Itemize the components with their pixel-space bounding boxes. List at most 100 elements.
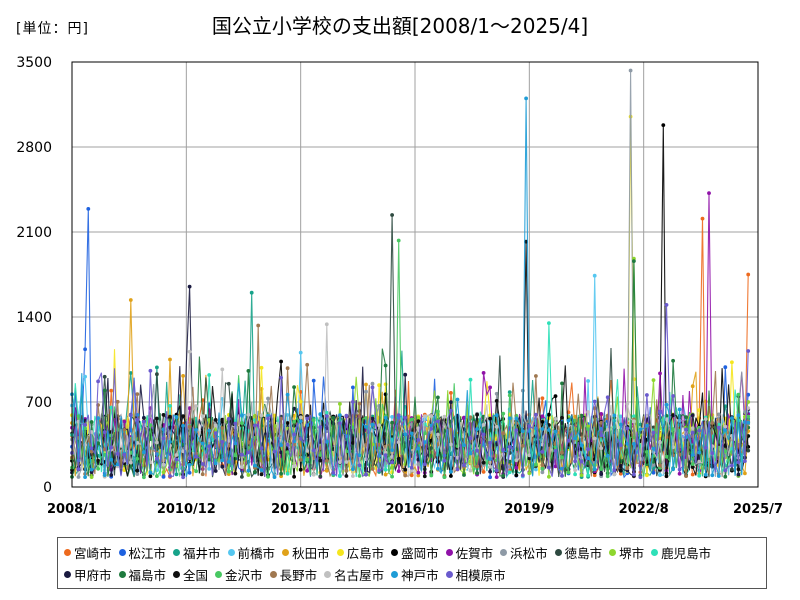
data-point <box>658 409 662 414</box>
data-point <box>305 449 310 453</box>
data-point <box>507 470 512 475</box>
data-point <box>220 458 225 463</box>
legend-item: 神戸市 <box>391 564 439 584</box>
data-point <box>586 427 590 432</box>
data-point <box>697 473 702 478</box>
data-point <box>723 443 728 448</box>
legend-label: 徳島市 <box>564 545 603 561</box>
data-point <box>664 303 669 307</box>
data-point <box>540 414 545 419</box>
data-point <box>520 443 525 448</box>
data-point <box>671 394 675 398</box>
data-point <box>220 417 225 422</box>
data-point <box>632 472 636 477</box>
legend-marker <box>173 548 181 556</box>
data-point <box>187 470 192 475</box>
data-point <box>168 414 172 419</box>
data-point <box>148 474 153 479</box>
data-point <box>83 374 87 379</box>
legend-item: 長野市 <box>269 564 318 584</box>
data-point <box>671 358 675 363</box>
data-point <box>298 458 303 462</box>
data-point <box>279 359 283 364</box>
legend-item: 全国 <box>173 564 208 584</box>
data-point <box>553 464 558 469</box>
data-point <box>573 436 577 441</box>
data-point <box>690 465 695 469</box>
data-point <box>102 388 107 393</box>
data-point <box>324 414 329 418</box>
data-point <box>494 425 499 429</box>
data-point <box>364 424 368 429</box>
data-point <box>383 415 388 420</box>
data-point <box>396 456 401 461</box>
data-point <box>599 472 604 476</box>
data-point <box>736 467 741 472</box>
data-point <box>736 413 741 418</box>
legend-marker <box>118 570 126 578</box>
data-point <box>573 468 577 472</box>
data-point <box>723 424 728 429</box>
data-point <box>390 213 394 217</box>
data-point <box>475 471 479 475</box>
legend-label: 前橋市 <box>237 545 276 561</box>
legend-label: 鹿児島市 <box>661 545 712 561</box>
data-point <box>553 394 558 398</box>
data-point <box>357 474 362 478</box>
data-point <box>618 468 623 473</box>
data-point <box>155 416 159 421</box>
data-point <box>494 468 499 473</box>
data-point <box>377 383 381 388</box>
data-point <box>240 475 244 479</box>
data-point <box>501 411 506 416</box>
data-point <box>220 367 225 372</box>
data-point <box>658 463 662 468</box>
data-point <box>89 467 94 472</box>
data-point <box>311 448 316 453</box>
data-point <box>449 391 453 395</box>
data-point <box>331 470 336 475</box>
data-point <box>96 379 100 384</box>
data-point <box>161 475 166 479</box>
legend-item: 広島市 <box>336 542 384 562</box>
data-point <box>746 448 751 453</box>
data-point <box>213 431 218 436</box>
data-point <box>259 365 264 370</box>
legend-label: 長野市 <box>279 567 318 583</box>
data-point <box>618 471 623 476</box>
data-point <box>684 427 688 432</box>
data-point <box>115 451 120 456</box>
data-point <box>311 472 316 477</box>
data-point <box>449 427 453 432</box>
data-point <box>710 473 715 478</box>
data-point <box>481 432 486 437</box>
data-point <box>364 382 368 387</box>
data-point <box>174 472 179 477</box>
data-point <box>736 460 741 465</box>
data-point <box>743 459 747 463</box>
data-point <box>494 413 499 418</box>
data-point <box>416 415 421 420</box>
data-point <box>612 413 617 418</box>
data-point <box>690 453 695 457</box>
data-point <box>651 470 656 475</box>
data-point <box>416 462 421 467</box>
data-point <box>494 399 499 403</box>
data-point <box>390 420 394 425</box>
data-point <box>677 407 682 412</box>
data-point <box>155 456 159 461</box>
data-point <box>194 469 199 474</box>
data-point <box>746 406 751 410</box>
data-point <box>377 468 381 473</box>
data-point <box>240 413 244 418</box>
data-point <box>240 421 244 425</box>
data-point <box>455 397 460 402</box>
data-point <box>318 453 323 457</box>
data-point <box>743 471 747 476</box>
data-point <box>514 473 519 478</box>
data-point <box>540 466 545 471</box>
data-point <box>475 412 479 417</box>
data-point <box>579 473 584 477</box>
data-point <box>128 460 133 465</box>
y-tick-label: 3500 <box>16 55 52 71</box>
